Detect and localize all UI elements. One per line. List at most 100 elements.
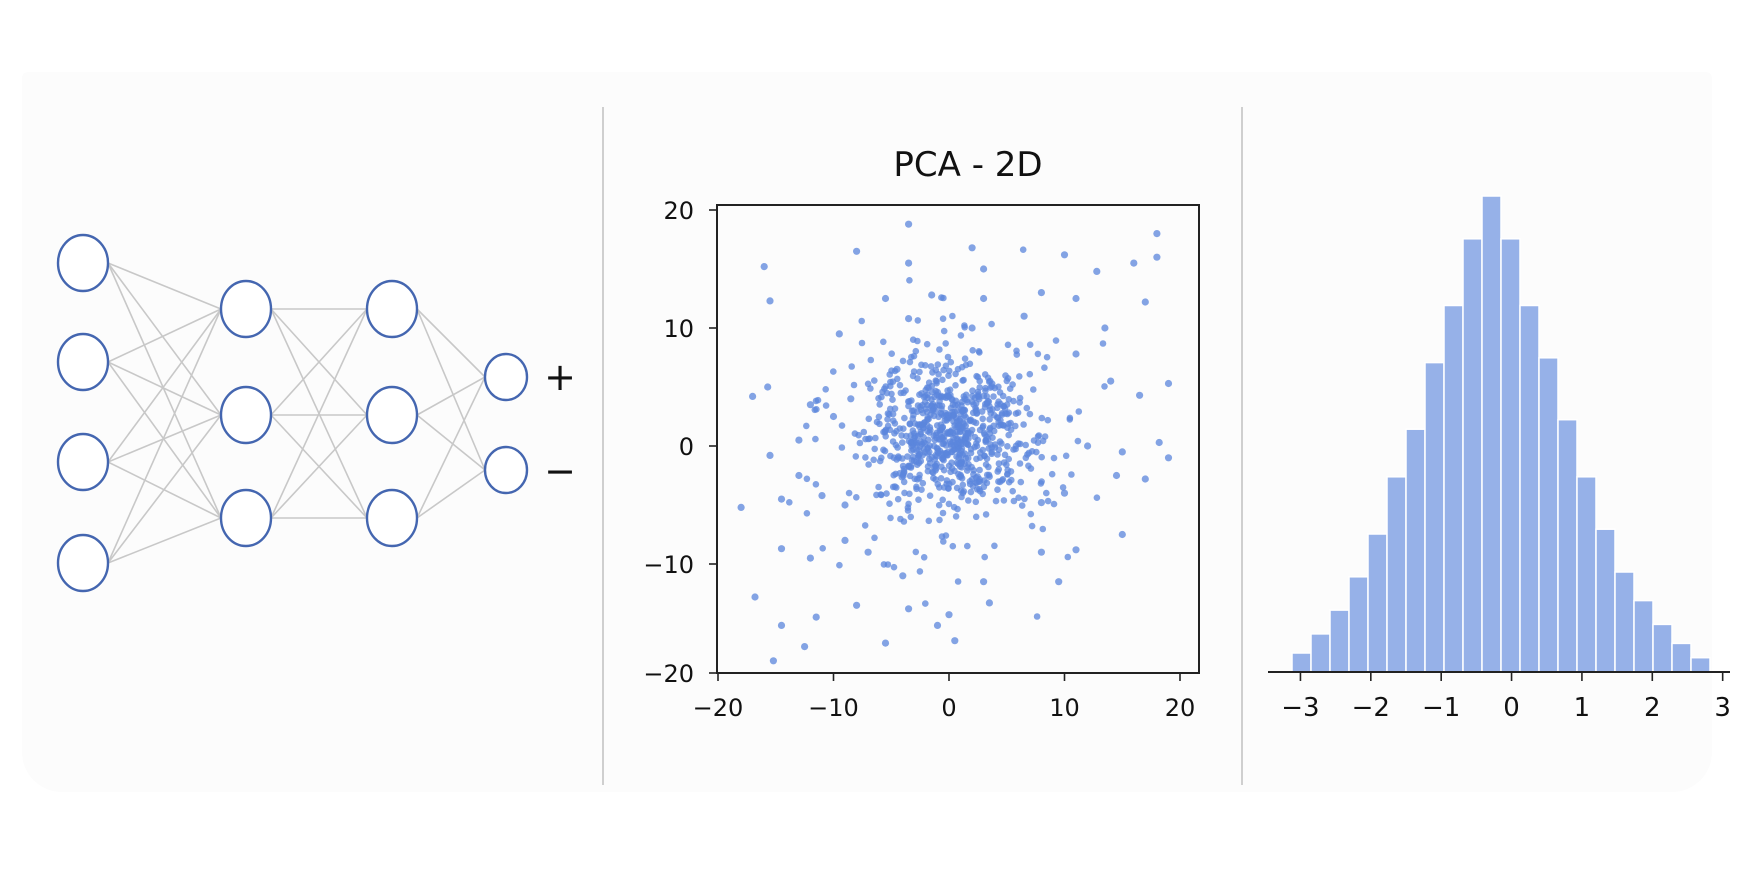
scatter-point — [981, 553, 988, 561]
scatter-point — [1026, 341, 1034, 349]
network-edge — [107, 361, 222, 416]
scatter-point — [959, 407, 967, 415]
scatter-frame — [716, 204, 1200, 674]
histogram-bar — [1614, 571, 1635, 673]
scatter-point — [813, 406, 820, 413]
scatter-point — [980, 294, 988, 303]
scatter-point — [1055, 578, 1063, 586]
scatter-point — [858, 317, 865, 325]
scatter-point — [927, 426, 934, 434]
network-edge — [416, 469, 486, 519]
scatter-point — [961, 355, 969, 363]
scatter-point — [924, 467, 932, 475]
scatter-point — [1030, 437, 1038, 444]
scatter-point — [987, 409, 994, 417]
x-tick-label: 3 — [1714, 693, 1731, 723]
scatter-point — [838, 444, 846, 451]
histogram-bar — [1595, 528, 1616, 673]
scatter-point — [847, 395, 855, 403]
network-node-l1-2 — [56, 332, 110, 392]
scatter-y-axis: −20 −10 0 10 20 — [643, 197, 717, 688]
x-tick-label: 0 — [1503, 693, 1520, 723]
scatter-point — [878, 491, 885, 499]
scatter-point — [990, 393, 997, 400]
scatter-point — [1037, 289, 1045, 297]
scatter-point — [876, 420, 883, 428]
histogram-bar — [1386, 476, 1407, 673]
y-tick-label: 20 — [663, 197, 694, 225]
scatter-point — [926, 442, 934, 450]
scatter-point — [934, 361, 942, 368]
neural-network-diagram: + − — [56, 233, 576, 593]
scatter-point — [960, 376, 967, 384]
scatter-point — [1037, 480, 1045, 487]
network-edge — [107, 308, 222, 564]
scatter-point — [965, 430, 972, 437]
scatter-point — [905, 315, 913, 323]
histogram-bar — [1652, 623, 1673, 673]
scatter-point — [884, 561, 892, 568]
scatter-point — [906, 358, 914, 366]
scatter-point — [860, 428, 868, 436]
scatter-point — [936, 435, 944, 443]
histogram-bar — [1310, 633, 1331, 673]
scatter-point — [819, 545, 826, 552]
scatter-point — [981, 403, 989, 411]
scatter-point — [1038, 453, 1045, 461]
scatter-point — [900, 478, 908, 486]
scatter-point — [1016, 373, 1023, 380]
scatter-point — [1007, 468, 1015, 475]
scatter-point — [880, 338, 887, 346]
scatter-point — [908, 447, 915, 454]
scatter-x-axis: −20 −10 0 10 20 — [693, 673, 1196, 722]
scatter-point — [881, 294, 890, 303]
scatter-point — [982, 384, 989, 392]
scatter-point — [940, 538, 947, 545]
scatter-point — [994, 404, 1001, 412]
scatter-point — [1013, 351, 1021, 358]
scatter-point — [904, 507, 912, 514]
scatter-point — [949, 312, 956, 320]
scatter-point — [974, 473, 981, 480]
scatter-point — [1038, 414, 1046, 422]
histogram-bar — [1348, 576, 1369, 673]
scatter-point — [976, 426, 984, 434]
scatter-point — [878, 454, 885, 462]
scatter-point — [925, 415, 932, 423]
scatter-point — [1112, 471, 1121, 480]
scatter-point — [1062, 452, 1070, 460]
scatter-point — [1075, 408, 1083, 415]
scatter-point — [995, 422, 1003, 430]
scatter-point — [1164, 379, 1173, 388]
scatter-point — [913, 458, 920, 466]
scatter-point — [952, 397, 960, 405]
scatter-point — [909, 427, 917, 434]
scatter-point — [939, 440, 946, 448]
scatter-point — [803, 510, 811, 517]
scatter-point — [865, 415, 873, 423]
scatter-point — [914, 337, 921, 345]
scatter-point — [856, 439, 864, 447]
network-edge — [107, 308, 222, 463]
scatter-point — [957, 439, 965, 447]
scatter-point — [803, 422, 810, 430]
scatter-point — [961, 324, 968, 331]
network-node-l4-2 — [483, 445, 529, 495]
scatter-point — [886, 405, 894, 413]
scatter-point — [873, 491, 880, 499]
network-edge — [270, 308, 368, 519]
scatter-point — [924, 450, 931, 457]
x-tick-label: 20 — [1165, 694, 1196, 722]
scatter-point — [927, 363, 935, 370]
scatter-point — [1009, 487, 1016, 495]
scatter-point — [900, 465, 908, 473]
scatter-point — [936, 516, 943, 524]
scatter-point — [933, 378, 940, 385]
scatter-point — [938, 533, 946, 540]
scatter-point — [970, 401, 977, 408]
scatter-point — [996, 389, 1004, 396]
histogram-bar — [1576, 476, 1597, 673]
scatter-point — [912, 347, 920, 355]
scatter-point — [1026, 370, 1034, 378]
scatter-point — [906, 472, 914, 480]
